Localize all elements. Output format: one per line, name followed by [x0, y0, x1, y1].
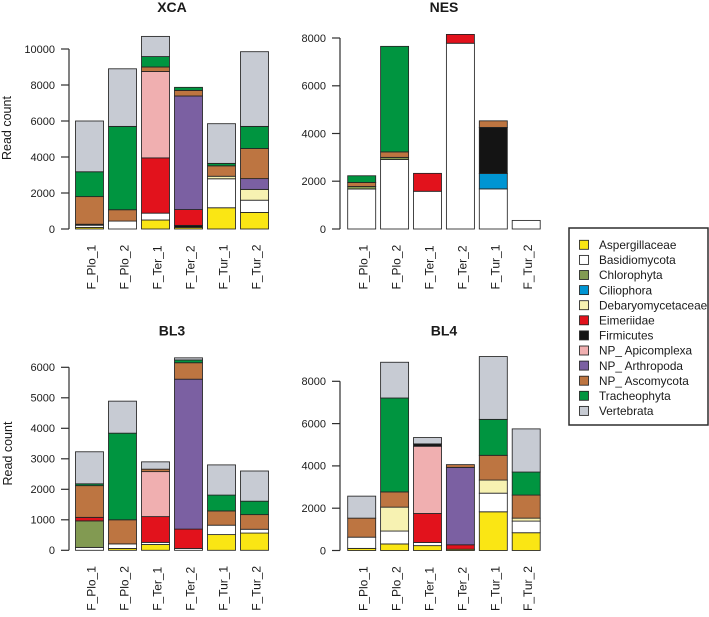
svg-text:Read count: Read count: [1, 421, 15, 485]
svg-text:0: 0: [320, 545, 326, 557]
svg-text:2000: 2000: [31, 188, 55, 200]
svg-text:10000: 10000: [24, 44, 55, 56]
svg-text:BL3: BL3: [159, 323, 186, 339]
svg-text:F_Tur_2: F_Tur_2: [521, 244, 535, 289]
svg-text:NP_ Apicomplexa: NP_ Apicomplexa: [599, 344, 693, 358]
svg-text:6000: 6000: [31, 362, 55, 374]
svg-text:4000: 4000: [302, 128, 326, 140]
svg-text:F_Tur_2: F_Tur_2: [250, 244, 264, 289]
svg-text:F_Plo_2: F_Plo_2: [390, 244, 404, 289]
svg-text:2000: 2000: [31, 484, 55, 496]
svg-text:8000: 8000: [302, 33, 326, 45]
svg-text:F_Plo_1: F_Plo_1: [85, 566, 99, 611]
svg-text:F_Tur_1: F_Tur_1: [217, 244, 231, 289]
svg-text:F_Ter_2: F_Ter_2: [184, 245, 198, 289]
svg-text:0: 0: [49, 545, 55, 557]
svg-text:F_Ter_1: F_Ter_1: [423, 245, 437, 289]
svg-text:NP_ Arthropoda: NP_ Arthropoda: [599, 359, 683, 373]
svg-text:F_Ter_2: F_Ter_2: [184, 566, 198, 610]
svg-text:0: 0: [320, 224, 326, 236]
svg-text:NP_ Ascomycota: NP_ Ascomycota: [599, 374, 689, 388]
svg-text:BL4: BL4: [431, 323, 458, 339]
svg-text:F_Ter_1: F_Ter_1: [151, 245, 165, 289]
svg-text:Chlorophyta: Chlorophyta: [599, 268, 663, 282]
svg-text:NES: NES: [430, 0, 459, 15]
svg-text:2000: 2000: [302, 503, 326, 515]
svg-text:Debaryomycetaceae: Debaryomycetaceae: [599, 298, 708, 312]
svg-text:Eimeriidae: Eimeriidae: [599, 314, 655, 328]
svg-text:3000: 3000: [31, 454, 55, 466]
svg-text:0: 0: [49, 224, 55, 236]
svg-text:4000: 4000: [31, 423, 55, 435]
svg-text:Vertebrata: Vertebrata: [599, 404, 654, 418]
svg-text:6000: 6000: [302, 418, 326, 430]
svg-text:F_Ter_2: F_Ter_2: [455, 567, 469, 611]
svg-text:6000: 6000: [302, 81, 326, 93]
svg-text:F_Tur_2: F_Tur_2: [250, 566, 264, 611]
svg-text:F_Tur_1: F_Tur_1: [488, 244, 502, 289]
svg-text:4000: 4000: [302, 461, 326, 473]
svg-text:4000: 4000: [31, 152, 55, 164]
svg-text:F_Plo_1: F_Plo_1: [357, 244, 371, 289]
svg-text:6000: 6000: [31, 116, 55, 128]
svg-text:Aspergillaceae: Aspergillaceae: [599, 238, 677, 252]
svg-text:Read count: Read count: [0, 96, 14, 160]
svg-text:F_Plo_2: F_Plo_2: [118, 566, 132, 611]
svg-text:2000: 2000: [302, 176, 326, 188]
svg-text:F_Tur_1: F_Tur_1: [217, 566, 231, 611]
svg-text:8000: 8000: [31, 80, 55, 92]
svg-text:F_Plo_1: F_Plo_1: [357, 566, 371, 611]
svg-text:1000: 1000: [31, 515, 55, 527]
svg-text:F_Plo_1: F_Plo_1: [85, 244, 99, 289]
svg-text:Ciliophora: Ciliophora: [599, 283, 653, 297]
svg-text:F_Plo_2: F_Plo_2: [390, 566, 404, 611]
svg-text:Tracheophyta: Tracheophyta: [599, 389, 671, 403]
svg-text:XCA: XCA: [157, 0, 187, 15]
svg-text:5000: 5000: [31, 393, 55, 405]
svg-text:Firmicutes: Firmicutes: [599, 329, 654, 343]
svg-text:8000: 8000: [302, 376, 326, 388]
svg-text:F_Tur_1: F_Tur_1: [488, 566, 502, 611]
svg-text:F_Tur_2: F_Tur_2: [521, 566, 535, 611]
svg-text:Basidiomycota: Basidiomycota: [599, 253, 676, 267]
svg-text:F_Plo_2: F_Plo_2: [118, 244, 132, 289]
svg-text:F_Ter_1: F_Ter_1: [151, 566, 165, 610]
svg-text:F_Ter_1: F_Ter_1: [423, 567, 437, 611]
svg-text:F_Ter_2: F_Ter_2: [455, 245, 469, 289]
